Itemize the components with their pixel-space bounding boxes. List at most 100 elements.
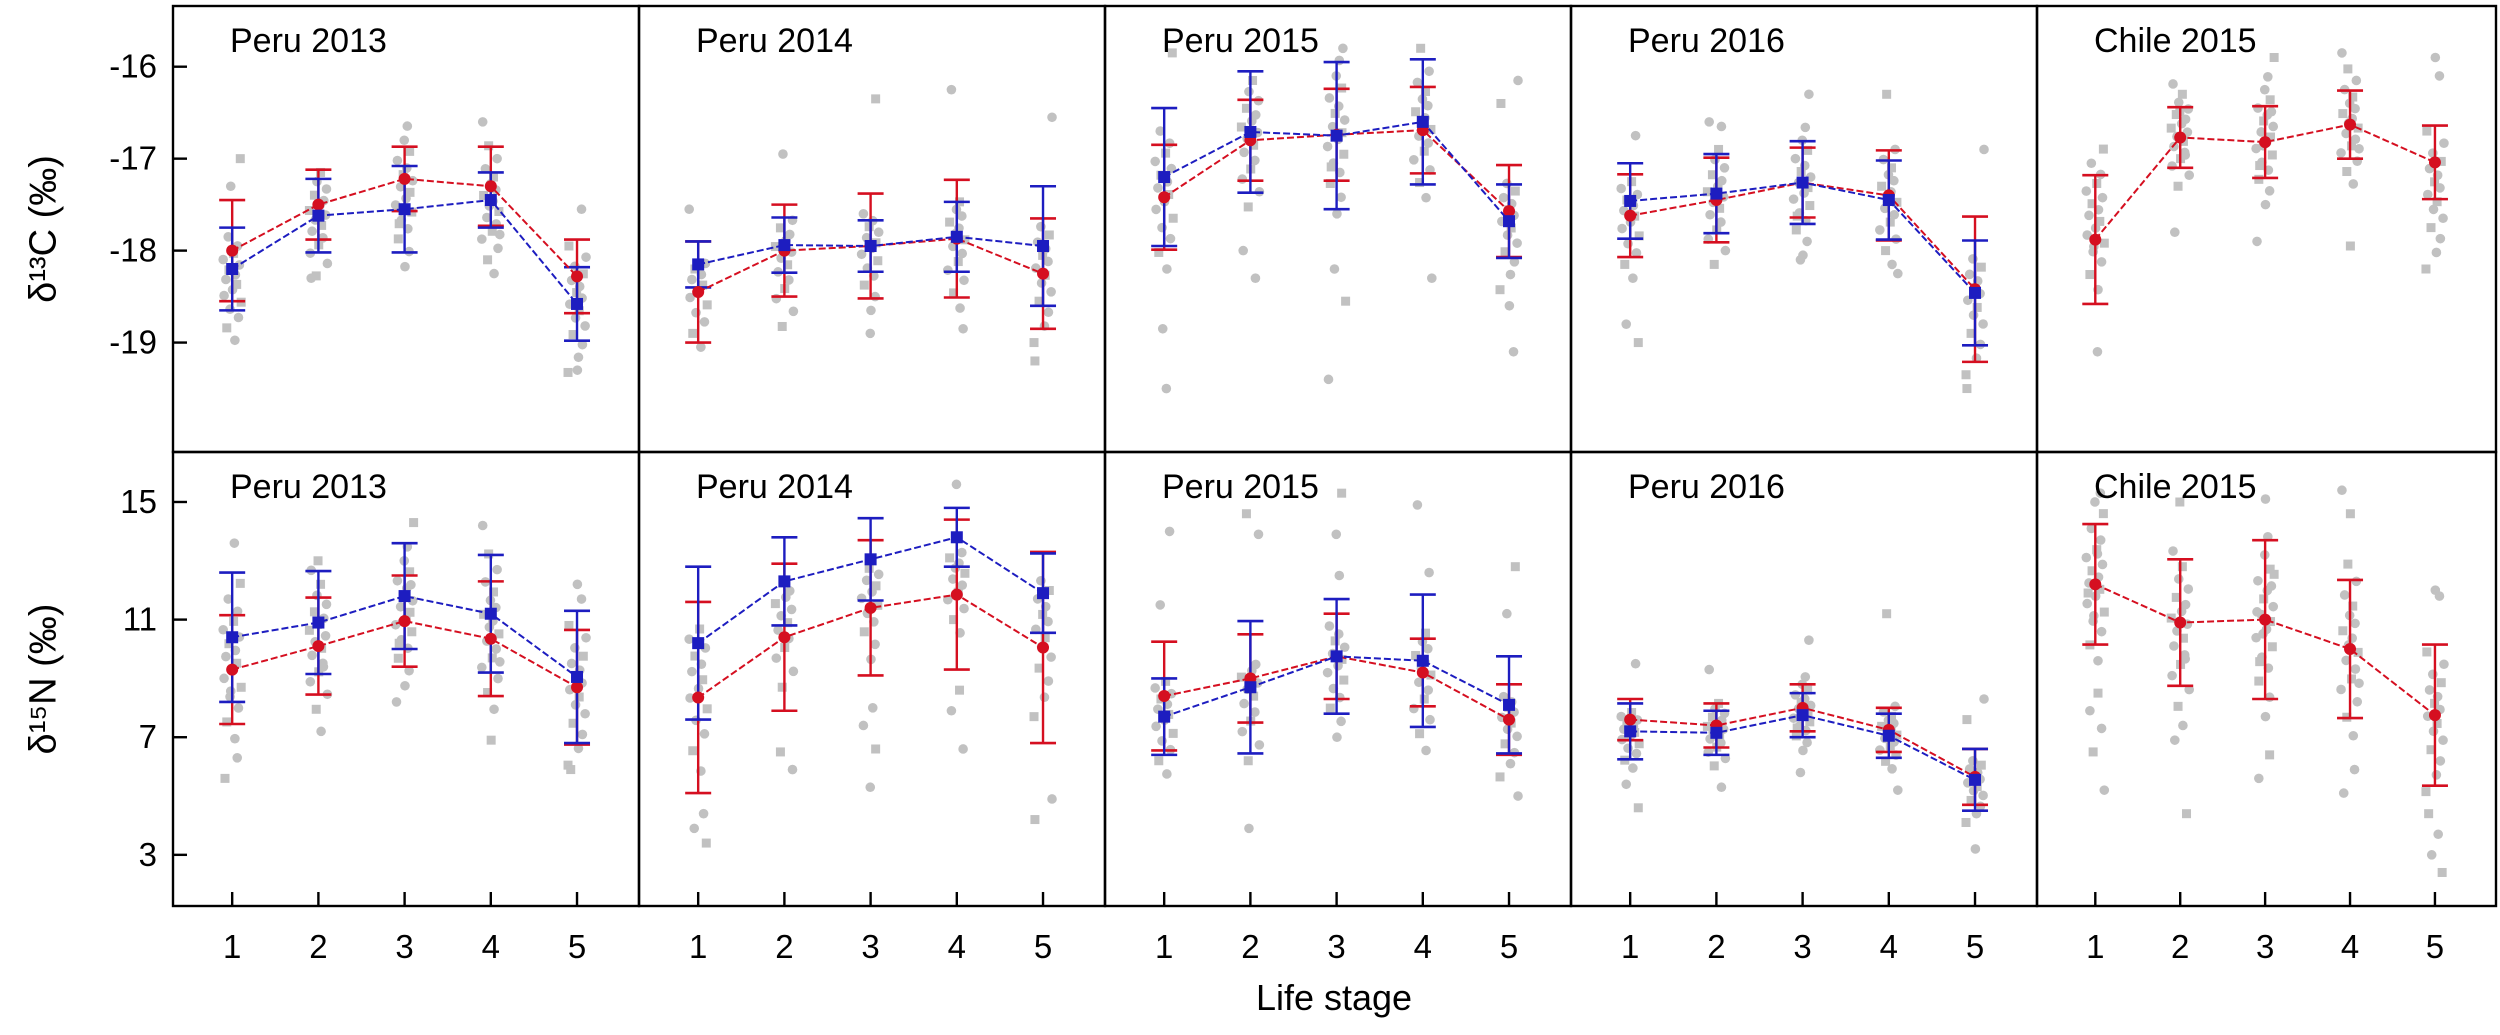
raw-point-square [1044, 585, 1054, 595]
raw-point-circle [1788, 713, 1799, 723]
raw-point-circle [1151, 721, 1161, 732]
raw-point-circle [2433, 829, 2443, 840]
raw-point-square [393, 653, 403, 663]
raw-point-circle [307, 226, 317, 237]
raw-point-circle [1239, 147, 1249, 158]
raw-point-circle [2348, 730, 2359, 741]
raw-point-square [1634, 739, 1644, 749]
panel-d13c-peru-2013: Peru 2013 [171, 4, 641, 454]
raw-point-circle [1716, 738, 1726, 748]
raw-point-circle [2253, 575, 2263, 586]
raw-point-circle [2081, 186, 2092, 196]
raw-point-circle [867, 703, 878, 713]
raw-point-square [2259, 594, 2269, 604]
raw-point-square [2353, 647, 2363, 657]
raw-point-circle [787, 764, 798, 775]
raw-point-circle [1979, 694, 1989, 704]
raw-point-circle [861, 575, 872, 586]
blue-mean-marker [398, 203, 411, 216]
blue-mean-marker [398, 590, 411, 603]
raw-point-square [864, 563, 874, 573]
raw-point-circle [477, 234, 487, 244]
raw-point-circle [1323, 374, 1334, 385]
raw-point-square [2255, 161, 2265, 171]
raw-point-circle [1334, 570, 1345, 581]
raw-point-circle [684, 634, 694, 644]
raw-point-square [2099, 238, 2109, 248]
raw-point-circle [2086, 158, 2097, 169]
raw-point-square [405, 567, 415, 577]
blue-mean-marker [1710, 726, 1723, 739]
raw-point-circle [2339, 590, 2350, 600]
raw-point-square [309, 607, 319, 617]
raw-point-circle [1036, 221, 1046, 232]
raw-point-circle [2173, 574, 2184, 584]
raw-point-circle [1498, 192, 1509, 203]
raw-point-circle [2351, 576, 2362, 587]
raw-point-circle [1421, 745, 1431, 756]
raw-point-circle [1616, 711, 1626, 722]
raw-point-square [1962, 715, 1972, 725]
raw-point-circle [2178, 720, 2188, 731]
raw-point-square [2255, 657, 2265, 667]
raw-point-circle [580, 708, 590, 719]
y-tick-label: 3 [139, 836, 157, 873]
raw-point-square [235, 154, 245, 164]
raw-point-circle [2354, 143, 2364, 154]
blue-mean-marker [1416, 115, 1429, 128]
blue-mean-marker [1796, 176, 1809, 189]
raw-point-square [2346, 141, 2356, 151]
panel-title: Peru 2016 [1628, 468, 1785, 506]
raw-point-circle [1254, 740, 1265, 750]
raw-point-circle [223, 232, 234, 242]
raw-point-circle [1978, 319, 1988, 329]
raw-point-circle [2268, 121, 2279, 132]
raw-point-circle [1800, 672, 1811, 682]
raw-point-square [2269, 569, 2279, 579]
raw-point-square [1805, 201, 1815, 211]
raw-point-square [2345, 509, 2355, 519]
red-mean-marker [2174, 616, 2187, 629]
raw-point-square [1885, 217, 1895, 227]
blue-mean-marker [1503, 215, 1516, 228]
raw-point-square [2178, 633, 2188, 643]
raw-point-square [871, 581, 881, 591]
raw-point-square [568, 330, 578, 340]
raw-point-circle [1239, 698, 1249, 709]
raw-point-square [229, 616, 239, 626]
raw-point-circle [1424, 567, 1434, 578]
raw-point-circle [2350, 134, 2361, 145]
raw-point-circle [2256, 127, 2266, 137]
red-mean-marker [692, 285, 705, 298]
raw-point-circle [1153, 183, 1163, 193]
raw-point-circle [1890, 701, 1900, 712]
raw-point-circle [1423, 643, 1433, 654]
raw-point-square [960, 568, 970, 578]
raw-point-square [2346, 674, 2356, 684]
raw-point-circle [1887, 259, 1897, 270]
panel-title: Peru 2014 [696, 468, 853, 506]
raw-point-circle [778, 149, 788, 159]
raw-point-circle [858, 209, 869, 219]
raw-point-circle [2095, 535, 2106, 545]
raw-point-square [1796, 167, 1806, 177]
blue-mean-marker [1330, 650, 1343, 663]
raw-point-circle [958, 323, 968, 334]
x-tick-label: 2 [775, 928, 793, 965]
raw-point-circle [1423, 685, 1434, 695]
raw-point-square [405, 607, 415, 617]
raw-point-circle [1253, 529, 1264, 540]
raw-point-circle [951, 479, 962, 490]
raw-point-circle [2260, 494, 2271, 504]
raw-point-circle [2264, 186, 2275, 196]
raw-point-circle [1427, 273, 1437, 283]
raw-point-circle [1155, 126, 1166, 136]
raw-point-square [494, 207, 504, 217]
raw-point-circle [2426, 850, 2437, 860]
raw-point-square [394, 219, 404, 229]
raw-point-circle [2089, 610, 2099, 621]
raw-point-circle [1043, 307, 1054, 318]
raw-point-circle [1250, 110, 1261, 120]
raw-point-square [1885, 741, 1895, 751]
x-tick-label: 4 [948, 928, 966, 965]
